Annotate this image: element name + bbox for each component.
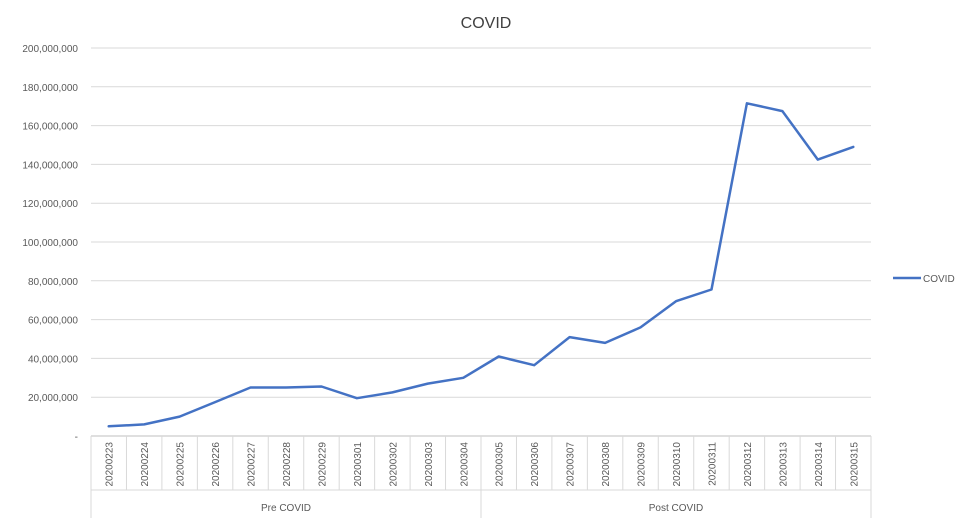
x-tick-label: 20200225 [176, 442, 187, 487]
series-lines [107, 102, 855, 428]
y-tick-label: 140,000,000 [22, 160, 78, 171]
y-tick-label: 180,000,000 [22, 83, 78, 94]
y-tick-label: 160,000,000 [22, 122, 78, 133]
x-group-label: Pre COVID [261, 503, 311, 514]
x-tick-label: 20200303 [424, 442, 435, 487]
x-tick-label: 20200309 [637, 442, 648, 487]
y-tick-label: - [75, 432, 78, 443]
series-line [107, 102, 855, 428]
y-tick-label: 60,000,000 [28, 316, 78, 327]
x-tick-label: 20200313 [778, 442, 789, 487]
x-tick-label: 20200223 [105, 442, 116, 487]
y-axis-tick-labels: - 20,000,000 40,000,000 60,000,000 80,000,00… [22, 44, 78, 443]
y-tick-label: 100,000,000 [22, 238, 78, 249]
x-tick-label: 20200229 [317, 442, 328, 487]
x-tick-label: 20200227 [247, 442, 258, 487]
x-tick-label: 20200314 [814, 442, 825, 487]
x-tick-label: 20200315 [849, 442, 860, 487]
x-tick-label: 20200308 [601, 442, 612, 487]
legend: COVID [893, 274, 955, 285]
x-group-label: Post COVID [649, 503, 703, 514]
x-tick-label: 20200228 [282, 442, 293, 487]
y-tick-label: 120,000,000 [22, 199, 78, 210]
y-tick-label: 80,000,000 [28, 277, 78, 288]
y-tick-label: 200,000,000 [22, 44, 78, 55]
x-tick-label: 20200302 [388, 442, 399, 487]
x-axis-group-labels: Pre COVID Post COVID [261, 503, 703, 514]
x-tick-label: 20200310 [672, 442, 683, 487]
chart-title: COVID [461, 15, 512, 32]
y-tick-label: 40,000,000 [28, 354, 78, 365]
x-tick-label: 20200226 [211, 442, 222, 487]
x-tick-label: 20200312 [743, 442, 754, 487]
x-tick-label: 20200224 [140, 442, 151, 487]
x-tick-label: 20200307 [566, 442, 577, 487]
y-tick-label: 20,000,000 [28, 393, 78, 404]
x-tick-label: 20200304 [459, 442, 470, 487]
x-tick-label: 20200305 [495, 442, 506, 487]
x-tick-label: 20200306 [530, 442, 541, 487]
gridlines [91, 47, 871, 398]
x-tick-label: 20200311 [707, 442, 718, 486]
x-tick-label: 20200301 [353, 442, 364, 487]
x-axis-tick-labels: 20200223 20200224 20200225 20200226 20200227… [105, 442, 861, 487]
legend-label: COVID [923, 274, 955, 285]
x-axis [90, 435, 872, 518]
